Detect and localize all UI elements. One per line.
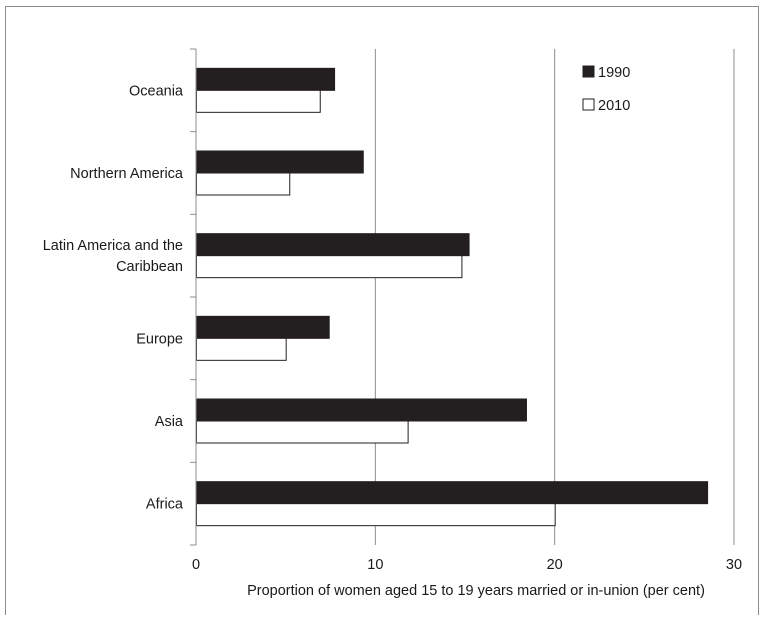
bar-2010-africa [196,503,556,527]
legend-label-1990: 1990 [598,65,630,81]
category-label: Africa [146,497,184,513]
x-axis-title: Proportion of women aged 15 to 19 years … [247,583,705,599]
legend-label-2010: 2010 [598,98,630,114]
bar-1990-europe [196,315,330,339]
category-label: Northern America [70,166,184,182]
bars [196,67,709,527]
category-label-line: Caribbean [116,259,183,275]
labels: 0 10 20 30 Africa Asia Europe Latin America and… [43,83,742,573]
category-label: Oceania [129,83,184,99]
category-label: Europe [136,331,183,347]
legend-swatch-2010 [582,98,595,111]
category-label: Latin America and the Caribbean [43,238,183,275]
chart-frame [5,6,759,615]
bar-2010-asia [196,420,409,444]
category-label-line: Northern America [70,166,184,182]
bar-2010-oceania [196,89,321,113]
bar-1990-asia [196,398,527,422]
category-label-line: Oceania [129,83,184,99]
x-tick-label-10: 10 [367,557,383,573]
category-label-line: Asia [155,414,184,430]
bar-1990-latin-america-and-the-caribbean [196,233,470,257]
bar-1990-oceania [196,67,336,91]
bar-1990-africa [196,481,709,505]
gridlines [374,49,735,545]
category-label: Asia [155,414,184,430]
bar-2010-northern-america [196,172,291,196]
category-label-line: Europe [136,331,183,347]
bar-1990-northern-america [196,150,364,174]
bar-2010-europe [196,337,287,361]
x-tick-label-0: 0 [192,557,200,573]
bar-2010-latin-america-and-the-caribbean [196,255,463,279]
axes [190,48,197,546]
legend-swatch-1990 [582,65,595,78]
legend: 1990 2010 [582,65,630,114]
category-label-line: Latin America and the [43,238,183,254]
x-tick-label-30: 30 [726,557,742,573]
x-tick-label-20: 20 [547,557,563,573]
category-label-line: Africa [146,497,184,513]
